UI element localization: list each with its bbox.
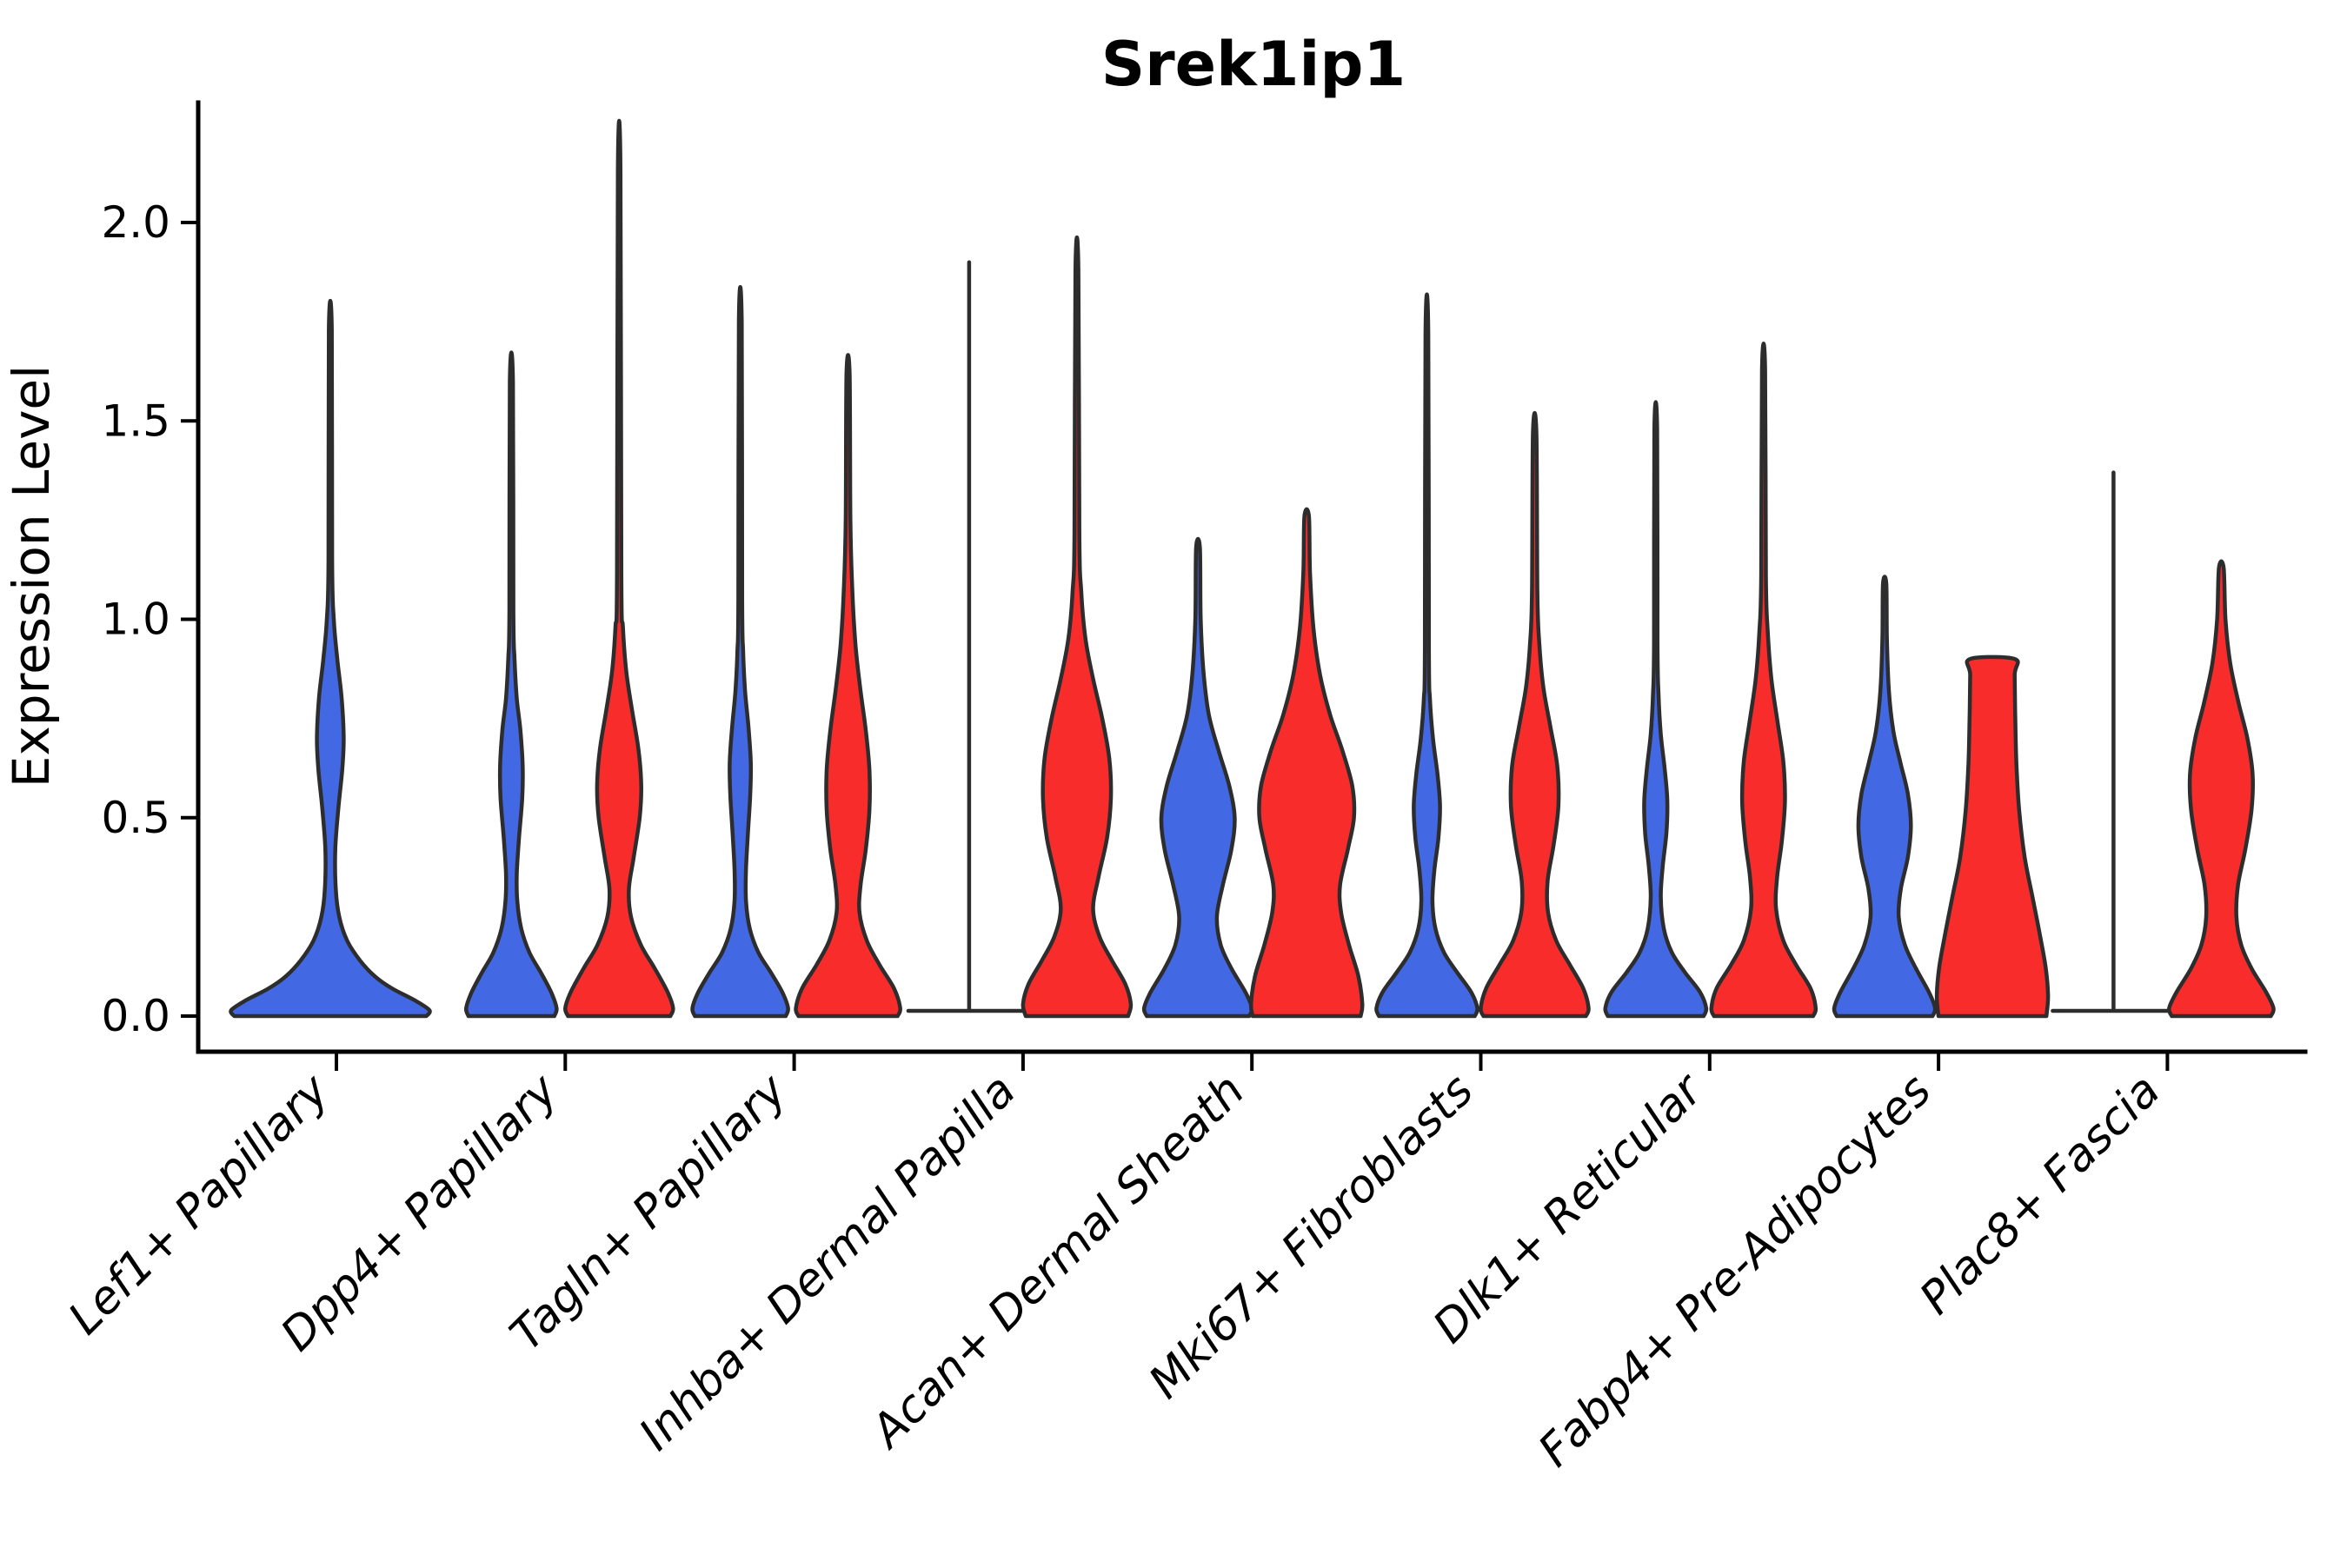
axis-spines: [196, 100, 2308, 1054]
y-tick-label: 1.0: [101, 595, 170, 645]
chart-title: Srek1ip1: [1101, 29, 1406, 100]
violin-dpp4-papillary-blue: [463, 350, 559, 1019]
violin-line-plac8-fascia-blue: [2051, 470, 2171, 1013]
y-axis-label: Expression Level: [2, 365, 61, 787]
violin-dlk1-reticular-blue: [1603, 400, 1709, 1019]
violin-acan-dermal-sheath-blue: [1141, 536, 1254, 1019]
violin-fabp4-pre-adipocytes-red: [1934, 654, 2051, 1019]
violin-mki67-fibroblasts-red: [1479, 410, 1591, 1019]
violin-tagln-papillary-blue: [690, 285, 790, 1019]
y-tick-label: 1.5: [101, 395, 170, 446]
violin-line-inhba-dermal-papilla-blue: [906, 260, 1027, 1013]
y-tick-label: 0.0: [101, 991, 170, 1041]
violin-lef1-papillary-blue: [229, 298, 432, 1019]
violin-dpp4-papillary-red: [563, 119, 675, 1019]
y-tick-label: 2.0: [101, 197, 170, 248]
violin-mki67-fibroblasts-blue: [1374, 292, 1479, 1019]
violin-inhba-dermal-papilla-red: [1021, 236, 1134, 1019]
violin-fabp4-pre-adipocytes-blue: [1832, 575, 1938, 1019]
violin-acan-dermal-sheath-red: [1248, 507, 1365, 1019]
violin-dlk1-reticular-red: [1709, 341, 1818, 1019]
violin-tagln-papillary-red: [794, 353, 902, 1019]
y-tick-label: 0.5: [101, 793, 170, 843]
violin-plac8-fascia-red: [2167, 559, 2276, 1019]
